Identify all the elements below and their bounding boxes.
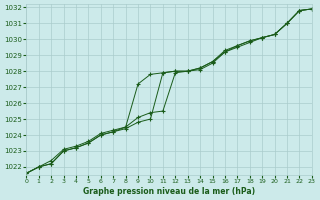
X-axis label: Graphe pression niveau de la mer (hPa): Graphe pression niveau de la mer (hPa): [83, 187, 255, 196]
